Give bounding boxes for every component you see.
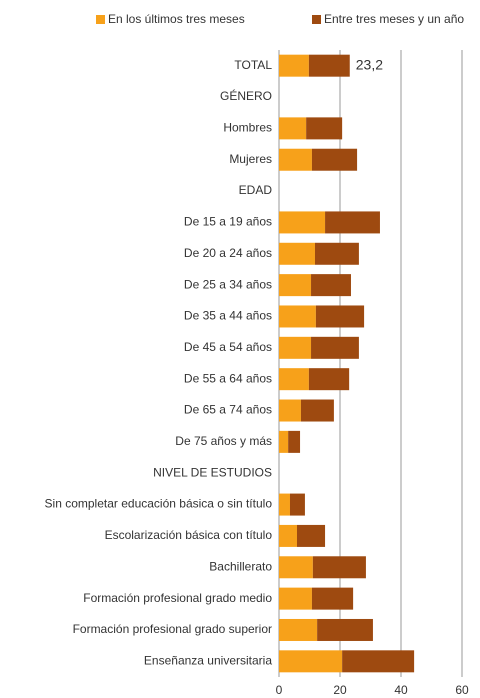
bar [279,117,307,140]
bar [306,117,343,140]
y-tick-label: EDAD [239,183,273,197]
y-tick-label: Escolarización básica con título [105,528,273,542]
y-tick-label: De 35 a 44 años [184,309,272,323]
y-tick-label: De 25 a 34 años [184,277,272,291]
bar [279,399,301,422]
y-tick-label: De 75 años y más [175,434,272,448]
y-tick-label: De 55 a 64 años [184,371,272,385]
y-tick-label: De 20 a 24 años [184,246,272,260]
y-tick-label: TOTAL [234,58,272,72]
bar [315,305,365,328]
y-tick-label: Bachillerato [209,559,272,573]
bar [311,587,354,610]
bar [279,556,313,579]
y-tick-label: Enseñanza universitaria [144,653,272,667]
bar [311,274,351,297]
bar [279,148,312,171]
bar [279,650,343,673]
bar [317,618,373,641]
bar [279,587,312,610]
bar [288,430,301,453]
bar [311,336,359,359]
y-tick-label: De 15 a 19 años [184,215,272,229]
bar [279,368,309,391]
y-tick-label: Formación profesional grado superior [73,622,272,636]
bar [308,368,350,391]
bar [279,336,312,359]
bar [311,148,358,171]
x-tick-label: 0 [276,683,283,697]
bar [279,54,309,77]
bar [279,242,315,265]
y-tick-label: Sin completar educación básica o sin tít… [45,497,273,511]
legend-label: En los últimos tres meses [108,12,245,26]
x-tick-label: 40 [394,683,408,697]
bar [296,524,326,547]
y-tick-label: Hombres [223,121,272,135]
data-label: 23,2 [356,56,383,72]
x-tick-label: 60 [455,683,469,697]
bar [325,211,380,234]
y-tick-label: De 65 a 74 años [184,403,272,417]
bar [314,242,359,265]
bar [300,399,334,422]
y-tick-label: Mujeres [229,152,272,166]
bar [279,493,290,516]
bar [279,274,312,297]
bar [312,556,366,579]
bar [279,618,318,641]
bar [342,650,415,673]
y-tick-label: NIVEL DE ESTUDIOS [153,465,272,479]
bar [289,493,305,516]
y-tick-label: GÉNERO [220,88,272,103]
y-tick-label: De 45 a 54 años [184,340,272,354]
bar [279,211,326,234]
legend-label: Entre tres meses y un año [324,12,464,26]
bar [308,54,350,77]
legend-swatch [96,15,105,24]
legend-swatch [312,15,321,24]
bar [279,305,316,328]
x-tick-label: 20 [333,683,347,697]
bar [279,430,289,453]
bar [279,524,297,547]
y-tick-label: Formación profesional grado medio [83,591,272,605]
